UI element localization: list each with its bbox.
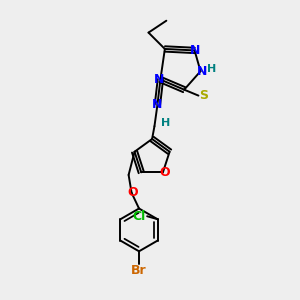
Text: O: O [128,186,138,199]
Text: N: N [189,44,200,57]
Text: H: H [161,118,170,128]
Text: Br: Br [131,263,147,277]
Text: S: S [199,89,208,102]
Text: N: N [152,98,163,111]
Text: O: O [159,166,170,179]
Text: H: H [207,64,216,74]
Text: N: N [154,73,165,86]
Text: Cl: Cl [132,210,146,223]
Text: N: N [197,65,207,78]
